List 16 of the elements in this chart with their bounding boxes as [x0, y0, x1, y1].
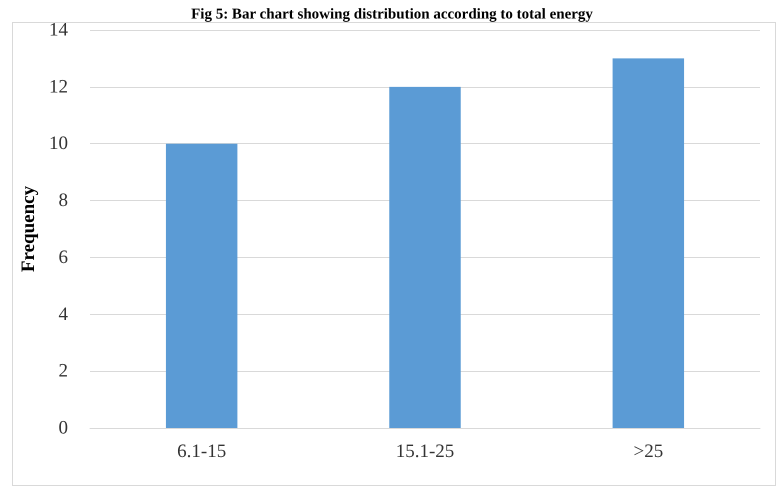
y-tick-label: 2	[58, 360, 68, 382]
x-tick-label: >25	[633, 441, 664, 462]
bar	[389, 86, 461, 428]
x-tick-label: 15.1-25	[396, 441, 454, 462]
chart-title: Fig 5: Bar chart showing distribution according to total energy	[191, 6, 594, 22]
bar	[166, 144, 238, 428]
y-tick-label: 8	[58, 190, 68, 212]
x-tick-label: 6.1-15	[177, 441, 226, 462]
y-tick-label: 14	[49, 20, 68, 40]
y-axis-title: Frequency	[18, 185, 40, 272]
y-tick-label: 4	[58, 304, 68, 325]
y-tick-label: 0	[58, 418, 68, 438]
y-tick-label: 10	[49, 133, 68, 154]
bar	[612, 58, 684, 428]
y-tick-label: 12	[49, 76, 68, 98]
y-tick-label: 6	[58, 246, 68, 268]
